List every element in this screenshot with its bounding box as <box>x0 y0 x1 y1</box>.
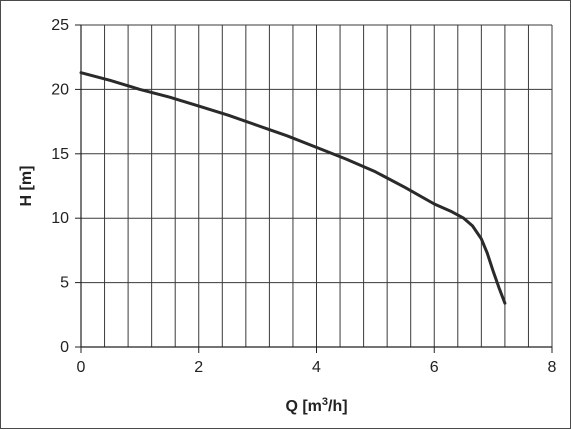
series <box>79 71 507 305</box>
grid <box>81 24 553 347</box>
y-tick-label: 25 <box>51 17 69 34</box>
x-tick-label: 4 <box>312 359 321 376</box>
y-axis-title: H [m] <box>18 166 35 207</box>
x-axis-title: Q [m3/h] <box>285 396 347 415</box>
y-tick-label: 0 <box>60 339 69 356</box>
y-tick-label: 10 <box>51 210 69 227</box>
y-tick-label: 5 <box>60 275 69 292</box>
x-tick-label: 0 <box>77 359 86 376</box>
x-tick-label: 2 <box>194 359 203 376</box>
axes <box>75 24 553 353</box>
pump-curve-line <box>79 71 507 305</box>
y-tick-label: 20 <box>51 81 69 98</box>
x-tick-label: 8 <box>548 359 557 376</box>
tick-labels: 0 5 10 15 20 25 0 2 4 6 8 <box>51 17 556 376</box>
y-tick-label: 15 <box>51 146 69 163</box>
x-tick-label: 6 <box>430 359 439 376</box>
